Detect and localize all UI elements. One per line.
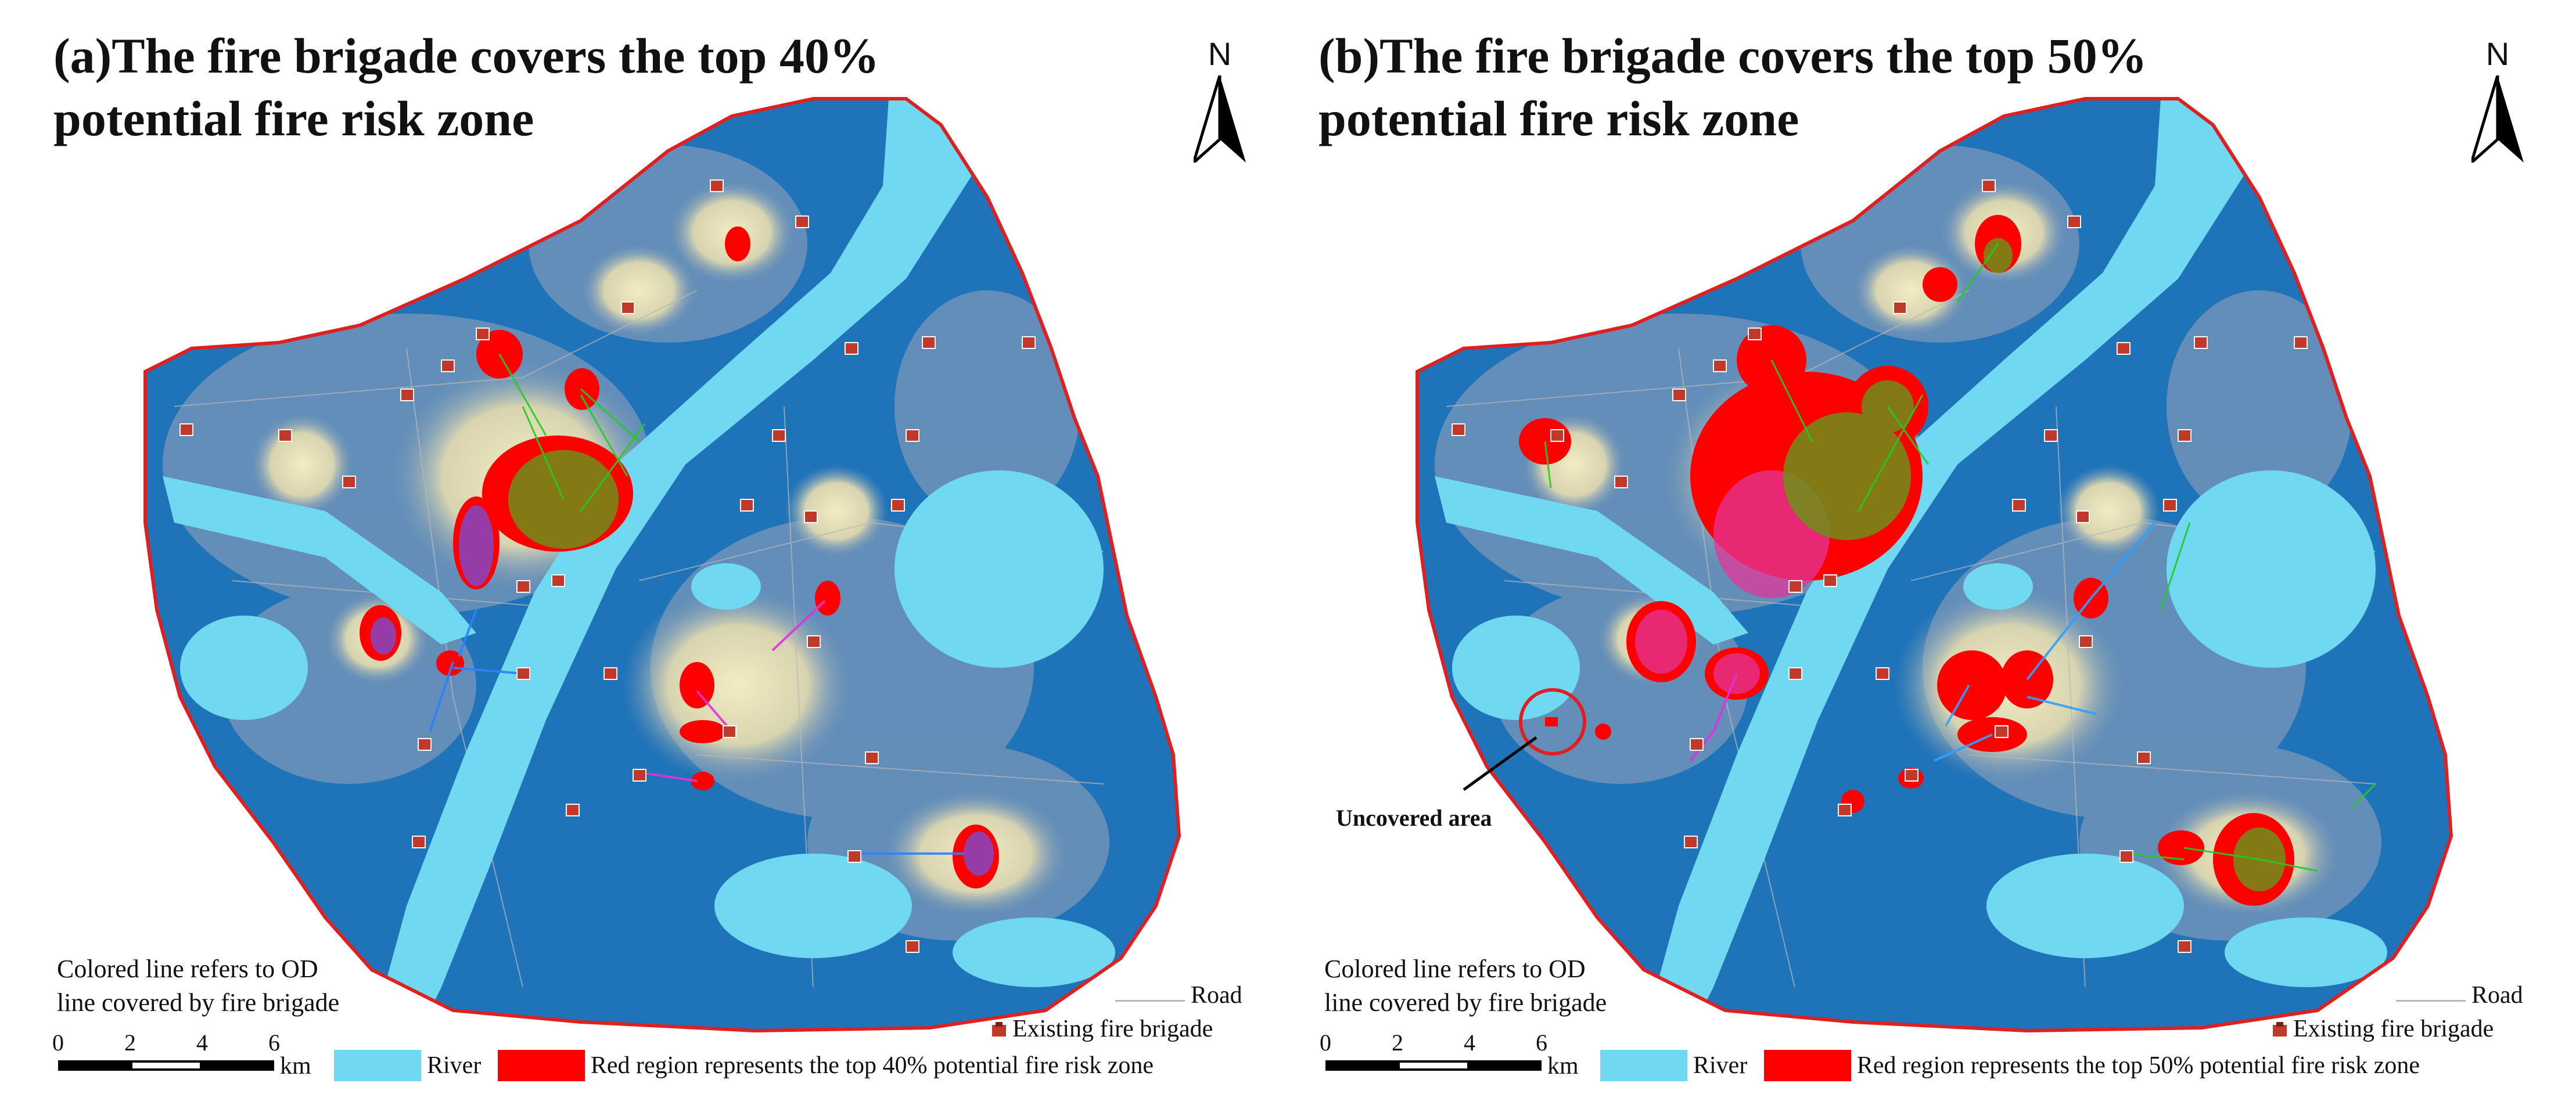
- scale-segment: [202, 1060, 274, 1071]
- map-b-boundary: [1415, 97, 2453, 1033]
- panel-a-title-line1: (a)The fire brigade covers the top 40%: [53, 28, 879, 84]
- od-note-b-line1: Colored line refers to OD: [1324, 955, 1586, 983]
- map-panel-a: (a)The fire brigade covers the top 40% p…: [0, 0, 1272, 1112]
- od-note-b: Colored line refers to OD line covered b…: [1324, 952, 1731, 1020]
- legend-road: Road: [1191, 982, 1242, 1009]
- map-a: [143, 97, 1181, 1033]
- river-swatch: [1600, 1050, 1687, 1081]
- od-note-a-line2: line covered by fire brigade: [57, 988, 340, 1017]
- legend-fire-brigade-label: Existing fire brigade: [2293, 1016, 2494, 1042]
- risk-zone-swatch: [497, 1050, 585, 1081]
- uncovered-area-pointer: [1463, 736, 1537, 791]
- scale-segment: [1470, 1060, 1542, 1071]
- scale-segment: [1325, 1060, 1397, 1071]
- od-note-a-line1: Colored line refers to OD: [57, 955, 318, 983]
- legend-red-label: Red region represents the top 50% potent…: [1856, 1052, 2420, 1079]
- scale-tick: 4: [1464, 1030, 1475, 1056]
- fire-brigade-icon: [990, 1017, 1008, 1037]
- map-a-content: [145, 99, 1179, 1031]
- north-label-a: N: [1208, 35, 1232, 72]
- legend-fire-brigade-label: Existing fire brigade: [1012, 1016, 1213, 1042]
- scale-tick: 2: [1392, 1030, 1403, 1056]
- legend-river-label: River: [1693, 1052, 1748, 1079]
- north-label-b: N: [2485, 35, 2510, 72]
- od-note-b-line2: line covered by fire brigade: [1324, 988, 1607, 1017]
- scale-tick: 2: [124, 1030, 136, 1056]
- scale-segment: [58, 1060, 130, 1071]
- risk-zone-swatch: [1763, 1050, 1851, 1081]
- uncovered-area-circle: [1519, 688, 1586, 755]
- north-arrow-icon: [2471, 75, 2524, 163]
- river-swatch: [334, 1050, 421, 1081]
- scale-unit: km: [1547, 1053, 1579, 1079]
- scale-unit: km: [280, 1053, 311, 1079]
- panel-b-title: (b)The fire brigade covers the top 50% p…: [1318, 24, 2306, 150]
- legend-row-a: River Red region represents the top 40% …: [334, 1050, 1154, 1081]
- legend-fire-brigade: Existing fire brigade: [2271, 1015, 2494, 1043]
- scale-bar-b: 0 2 4 6 km: [1320, 1029, 1674, 1087]
- road-legend-line: [1115, 1000, 1185, 1002]
- od-note-a: Colored line refers to OD line covered b…: [57, 952, 464, 1020]
- scale-segment: [1397, 1060, 1470, 1071]
- road-legend-line: [2396, 1000, 2466, 1002]
- scale-tick: 6: [268, 1030, 280, 1056]
- map-a-boundary: [143, 97, 1181, 1033]
- scale-tick: 0: [52, 1030, 64, 1056]
- panel-a-title: (a)The fire brigade covers the top 40% p…: [53, 24, 1041, 150]
- legend-fire-brigade: Existing fire brigade: [990, 1015, 1213, 1043]
- panel-b-title-line1: (b)The fire brigade covers the top 50%: [1318, 28, 2147, 84]
- uncovered-area-patch: [1545, 717, 1558, 726]
- map-b: [1415, 97, 2453, 1033]
- north-arrow-a: N: [1185, 35, 1255, 168]
- north-arrow-b: N: [2463, 35, 2532, 168]
- north-arrow-icon: [1194, 75, 1246, 163]
- legend-red-label: Red region represents the top 40% potent…: [590, 1052, 1154, 1079]
- fire-brigade-icon: [2271, 1017, 2288, 1037]
- panel-a-title-line2: potential fire risk zone: [53, 91, 534, 146]
- legend-road: Road: [2471, 982, 2523, 1009]
- scale-tick: 0: [1320, 1030, 1331, 1056]
- scale-bar-a: 0 2 4 6 km: [52, 1029, 407, 1087]
- scale-tick: 6: [1536, 1030, 1547, 1056]
- legend-row-b: River Red region represents the top 50% …: [1600, 1050, 2420, 1081]
- panel-b-title-line2: potential fire risk zone: [1318, 91, 1799, 146]
- map-panel-b: (b)The fire brigade covers the top 50% p…: [1272, 0, 2576, 1112]
- map-b-content: [1417, 99, 2451, 1031]
- scale-segment: [130, 1060, 202, 1071]
- scale-tick: 4: [196, 1030, 208, 1056]
- legend-river-label: River: [427, 1052, 482, 1079]
- uncovered-area-label: Uncovered area: [1336, 805, 1492, 831]
